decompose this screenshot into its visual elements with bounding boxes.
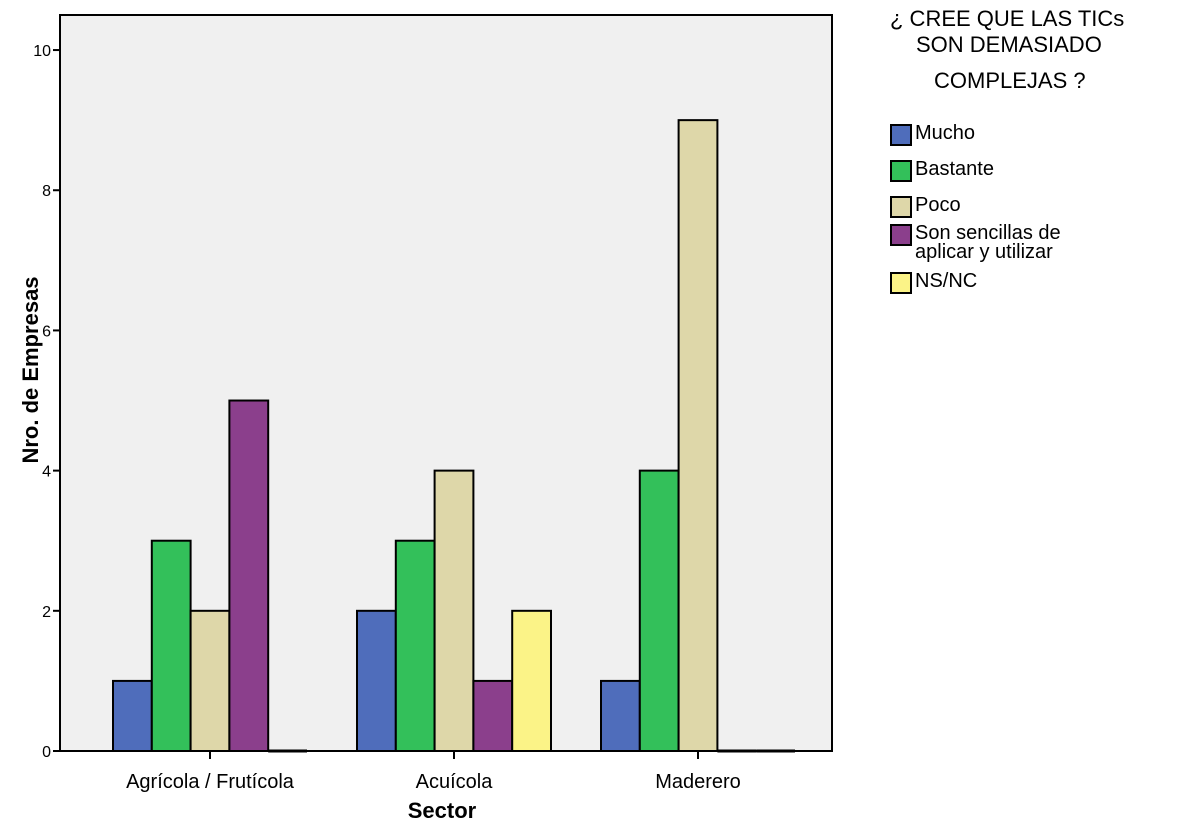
legend-title-line-1: ¿ CREE QUE LAS TICs [890,6,1125,31]
legend-swatch [890,272,912,294]
y-tick-label: 2 [42,604,51,621]
y-tick-label: 4 [42,464,51,481]
legend-swatch [890,160,912,182]
legend-item: Son sencillas de aplicar y utilizar [890,222,1175,263]
legend-swatch [890,224,912,246]
y-tick-label: 10 [33,43,51,60]
legend-label: Mucho [915,122,976,144]
bar [150,539,192,753]
y-tick-label: 6 [42,323,51,340]
x-axis-label: Sector [408,798,477,823]
legend-item: NS/NC [890,270,1175,294]
legend-title-line-2: SON DEMASIADO [916,32,1102,57]
x-tick-label: Acuícola [416,771,494,793]
legend-items: Mucho Bastante Poco Son sencillas de aplica… [890,122,1175,294]
bar [638,469,680,752]
legend-title-line-3: COMPLEJAS ? [934,68,1086,93]
bar [472,679,514,753]
bars-group [112,119,795,753]
bar [600,679,641,753]
bar [394,539,436,753]
bar [189,609,231,752]
y-axis: 0 2 4 6 8 10 [33,43,60,761]
y-axis-label: Nro. de Empresas [18,276,43,463]
y-tick-label: 0 [42,744,51,761]
x-tick-label: Agrícola / Frutícola [126,771,295,793]
legend: ¿ CREE QUE LAS TICs SON DEMASIADO COMPLE… [890,6,1175,308]
legend-label: Poco [915,194,961,216]
bar [433,469,475,752]
bar [356,609,397,752]
legend-swatch [890,124,912,146]
legend-label: Son sencillas de aplicar y utilizar [915,222,1061,263]
x-tick-label: Maderero [655,771,741,793]
bar [112,679,153,753]
y-tick-label: 8 [42,183,51,200]
bar [228,399,270,752]
legend-label: NS/NC [915,270,978,292]
bar [511,609,553,752]
legend-item: Mucho [890,122,1175,146]
x-axis: Agrícola / Frutícola Acuícola Maderero [126,751,741,793]
legend-item: Bastante [890,158,1175,182]
bar [677,119,719,752]
legend-item: Poco [890,194,1175,218]
legend-swatch [890,196,912,218]
legend-label: Bastante [915,158,994,180]
